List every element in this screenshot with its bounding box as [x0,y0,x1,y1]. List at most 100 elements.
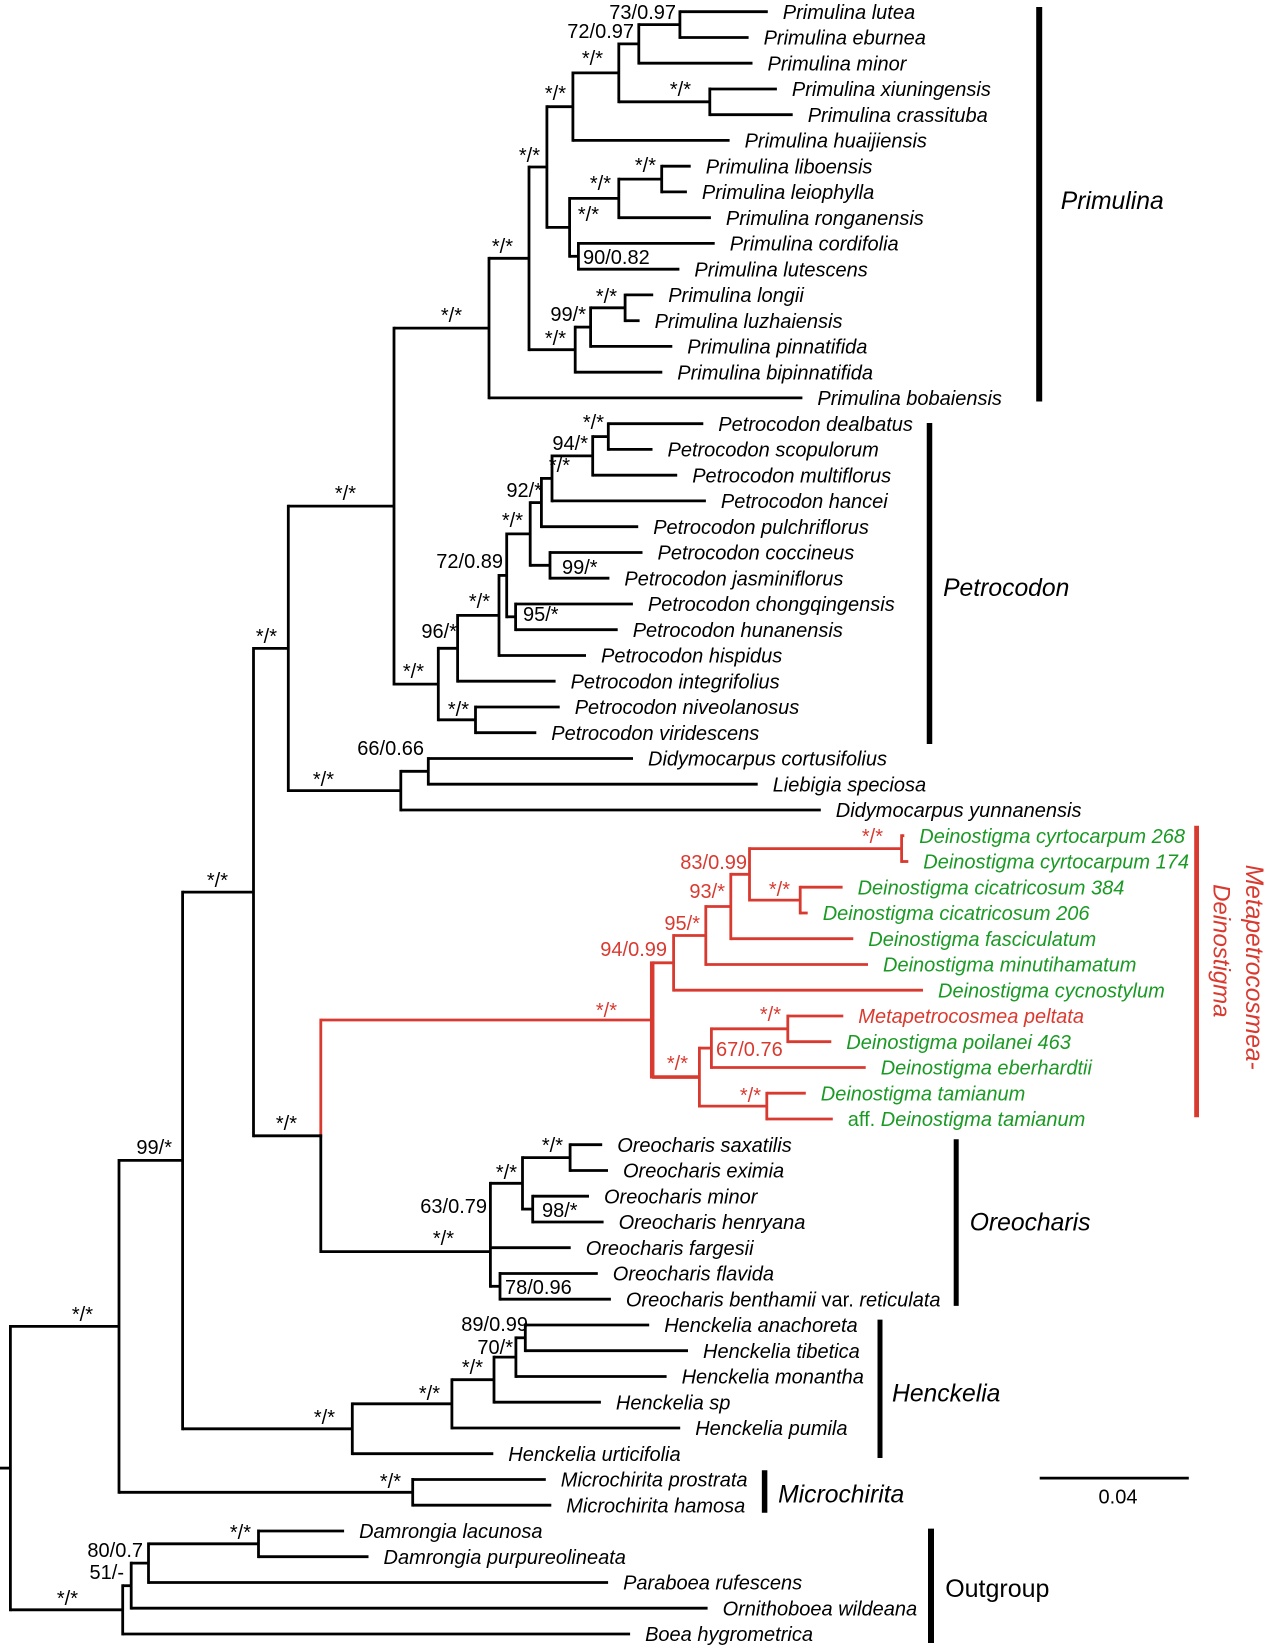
svg-text:Henckelia urticifolia: Henckelia urticifolia [508,1444,680,1466]
svg-text:Primulina ronganensis: Primulina ronganensis [726,208,924,230]
svg-text:*/*: */* [335,483,356,505]
svg-text:Primulina minor: Primulina minor [768,53,908,75]
svg-text:*/*: */* [545,328,566,350]
svg-text:Deinostigma eberhardtii: Deinostigma eberhardtii [881,1058,1093,1080]
svg-text:*/*: */* [519,145,540,167]
svg-text:80/0.7: 80/0.7 [87,1540,143,1562]
svg-text:95/*: 95/* [523,604,559,626]
svg-text:*/*: */* [314,1407,335,1429]
svg-text:98/*: 98/* [542,1200,578,1222]
svg-text:*/*: */* [502,510,523,532]
svg-text:*/*: */* [545,83,566,105]
svg-text:Oreocharis eximia: Oreocharis eximia [623,1161,784,1183]
svg-text:*/*: */* [276,1113,297,1135]
svg-text:*/*: */* [578,204,599,226]
svg-text:Oreocharis fargesii: Oreocharis fargesii [586,1238,754,1260]
svg-text:*/*: */* [57,1588,78,1610]
svg-text:Deinostigma cicatricosum 206: Deinostigma cicatricosum 206 [823,903,1091,925]
svg-text:*/*: */* [549,455,570,477]
svg-text:Oreocharis saxatilis: Oreocharis saxatilis [617,1135,792,1157]
svg-text:Deinostigma poilanei 463: Deinostigma poilanei 463 [846,1032,1071,1054]
svg-text:*/*: */* [313,769,334,791]
svg-text:*/*: */* [441,305,462,327]
svg-text:*/*: */* [670,79,691,101]
svg-text:*/*: */* [760,1004,781,1026]
svg-text:Microchirita: Microchirita [778,1482,904,1509]
svg-text:Oreocharis minor: Oreocharis minor [604,1186,759,1208]
svg-text:Henckelia monantha: Henckelia monantha [682,1367,864,1389]
svg-text:Primulina bobaiensis: Primulina bobaiensis [817,388,1002,410]
svg-text:Boea hygrometrica: Boea hygrometrica [645,1624,813,1646]
svg-text:Primulina crassituba: Primulina crassituba [808,105,988,127]
svg-text:*/*: */* [769,879,790,901]
svg-text:Oreocharis benthamii var. reti: Oreocharis benthamii var. reticulata [626,1289,941,1311]
svg-text:*/*: */* [433,1228,454,1250]
svg-text:Primulina luzhaiensis: Primulina luzhaiensis [655,311,843,333]
svg-text:89/0.99: 89/0.99 [461,1314,528,1336]
svg-text:Primulina lutea: Primulina lutea [783,2,915,24]
svg-text:*/*: */* [469,591,490,613]
svg-text:*/*: */* [403,661,424,683]
svg-text:Henckelia anachoreta: Henckelia anachoreta [664,1315,857,1337]
svg-text:*/*: */* [582,48,603,70]
svg-text:Didymocarpus cortusifolius: Didymocarpus cortusifolius [648,749,887,771]
svg-text:Deinostigma: Deinostigma [1207,884,1234,1017]
svg-text:Petrocodon hunanensis: Petrocodon hunanensis [633,620,843,642]
svg-text:Deinostigma fasciculatum: Deinostigma fasciculatum [868,929,1096,951]
svg-text:Petrocodon viridescens: Petrocodon viridescens [551,723,759,745]
svg-text:Petrocodon dealbatus: Petrocodon dealbatus [718,414,913,436]
svg-text:Microchirita hamosa: Microchirita hamosa [566,1495,745,1517]
svg-text:Metapetrocosmea peltata: Metapetrocosmea peltata [858,1006,1084,1028]
svg-text:73/0.97: 73/0.97 [609,2,676,24]
svg-text:Oreocharis henryana: Oreocharis henryana [619,1212,806,1234]
svg-text:95/*: 95/* [664,913,700,935]
svg-text:Primulina leiophylla: Primulina leiophylla [702,182,874,204]
svg-text:83/0.99: 83/0.99 [680,852,747,874]
svg-text:Didymocarpus yunnanensis: Didymocarpus yunnanensis [836,800,1082,822]
svg-text:*/*: */* [380,1471,401,1493]
svg-text:Liebigia speciosa: Liebigia speciosa [773,774,926,796]
svg-text:Oreocharis: Oreocharis [970,1210,1091,1237]
svg-text:Henckelia: Henckelia [892,1381,1000,1408]
svg-text:*/*: */* [583,412,604,434]
svg-text:*/*: */* [448,699,469,721]
svg-text:70/*: 70/* [477,1337,513,1359]
svg-text:94/0.99: 94/0.99 [600,939,667,961]
svg-text:93/*: 93/* [689,881,725,903]
svg-text:*/*: */* [667,1053,688,1075]
svg-text:Petrocodon integrifolius: Petrocodon integrifolius [571,671,780,693]
svg-text:Damrongia lacunosa: Damrongia lacunosa [359,1521,542,1543]
svg-text:Primulina liboensis: Primulina liboensis [706,156,873,178]
svg-text:94/*: 94/* [552,433,588,455]
svg-text:*/*: */* [207,870,228,892]
svg-text:Henckelia tibetica: Henckelia tibetica [703,1341,860,1363]
svg-text:Petrocodon: Petrocodon [943,575,1069,602]
svg-text:Primulina lutescens: Primulina lutescens [694,259,867,281]
svg-text:*/*: */* [542,1135,563,1157]
svg-text:Primulina pinnatifida: Primulina pinnatifida [687,337,867,359]
svg-text:Oreocharis flavida: Oreocharis flavida [613,1264,774,1286]
svg-text:78/0.96: 78/0.96 [505,1277,572,1299]
svg-text:Primulina: Primulina [1061,188,1164,215]
svg-text:Deinostigma cyrtocarpum 174: Deinostigma cyrtocarpum 174 [923,852,1189,874]
svg-text:96/*: 96/* [421,621,457,643]
svg-text:*/*: */* [596,286,617,308]
svg-text:Petrocodon pulchriflorus: Petrocodon pulchriflorus [653,517,869,539]
svg-text:Damrongia purpureolineata: Damrongia purpureolineata [384,1547,626,1569]
svg-text:aff. Deinostigma tamianum: aff. Deinostigma tamianum [848,1109,1086,1131]
svg-text:Paraboea rufescens: Paraboea rufescens [623,1573,802,1595]
svg-text:Microchirita prostrata: Microchirita prostrata [561,1470,748,1492]
svg-text:Primulina eburnea: Primulina eburnea [764,28,926,50]
svg-text:99/*: 99/* [562,557,598,579]
svg-text:*/*: */* [419,1383,440,1405]
svg-text:Deinostigma minutihamatum: Deinostigma minutihamatum [883,955,1136,977]
svg-text:*/*: */* [256,626,277,648]
svg-text:Deinostigma cyrtocarpum 268: Deinostigma cyrtocarpum 268 [919,826,1185,848]
svg-text:63/0.79: 63/0.79 [420,1196,487,1218]
svg-text:Petrocodon jasminiflorus: Petrocodon jasminiflorus [624,568,843,590]
svg-text:Petrocodon multiflorus: Petrocodon multiflorus [692,465,891,487]
svg-text:66/0.66: 66/0.66 [357,738,424,760]
svg-text:Petrocodon chongqingensis: Petrocodon chongqingensis [648,594,895,616]
svg-text:0.04: 0.04 [1099,1487,1138,1509]
svg-text:Deinostigma tamianum: Deinostigma tamianum [821,1083,1026,1105]
